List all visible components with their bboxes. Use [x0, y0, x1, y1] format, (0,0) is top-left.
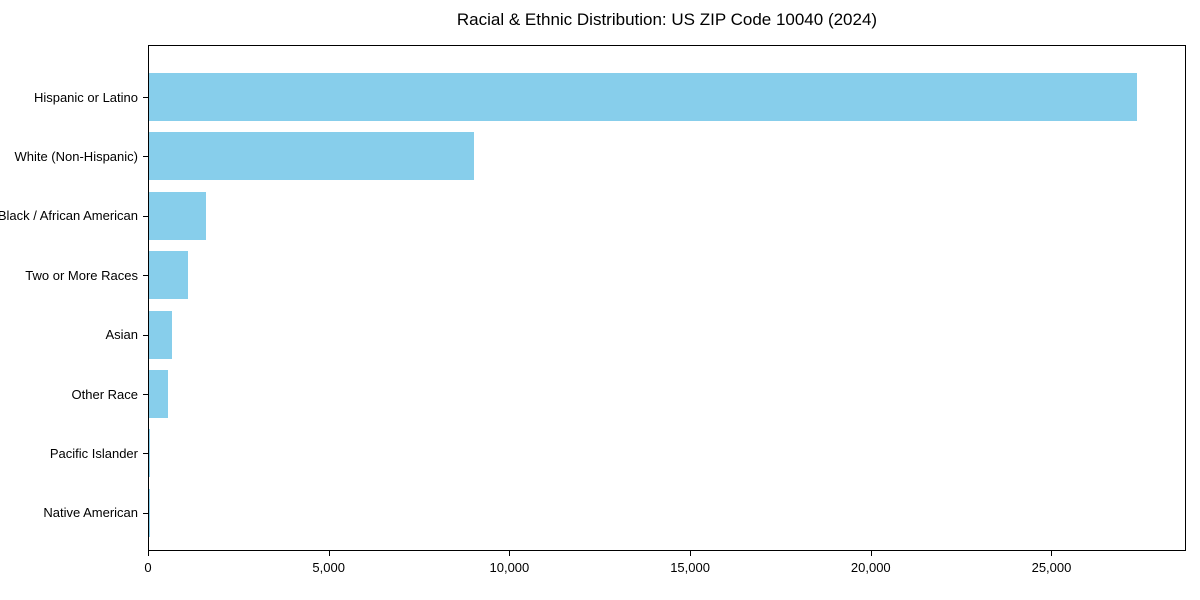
y-tick-label-other-race: Other Race — [71, 386, 138, 402]
x-tick-label-15-000: 15,000 — [670, 560, 710, 575]
x-tick-label-5-000: 5,000 — [312, 560, 345, 575]
bar-two-or-more-races — [149, 251, 189, 300]
x-tick-label-10-000: 10,000 — [489, 560, 530, 575]
y-tick-label-hispanic-or-latino: Hispanic or Latino — [33, 89, 138, 105]
y-tick-label-pacific-islander: Pacific Islander — [49, 445, 138, 461]
y-tick-label-black-african-american: Black / African American — [0, 208, 138, 224]
bar-white-non-hispanic — [149, 132, 475, 181]
chart-title: Racial & Ethnic Distribution: US ZIP Cod… — [456, 10, 878, 29]
bar-asian — [149, 310, 173, 359]
x-tick-mark — [148, 551, 149, 556]
x-tick-label-0: 0 — [144, 560, 152, 575]
plot-area — [148, 45, 1186, 551]
x-tick-label-25-000: 25,000 — [1031, 560, 1072, 575]
bar-black-african-american — [149, 191, 206, 240]
y-tick-mark — [143, 394, 148, 395]
y-tick-mark — [143, 275, 148, 277]
x-tick-mark — [328, 551, 330, 556]
y-tick-mark — [143, 334, 148, 336]
x-tick-mark — [870, 551, 872, 556]
x-tick-label-20-000: 20,000 — [850, 560, 891, 575]
y-tick-label-native-american: Native American — [43, 505, 138, 521]
y-tick-mark — [143, 156, 148, 158]
x-tick-mark — [690, 551, 692, 556]
y-tick-label-two-or-more-races: Two or More Races — [25, 267, 138, 283]
bar-other-race — [149, 370, 169, 418]
y-tick-mark — [143, 512, 148, 514]
y-tick-label-asian: Asian — [105, 327, 138, 343]
bar-hispanic-or-latino — [149, 73, 1138, 121]
x-tick-mark — [1051, 551, 1053, 556]
y-tick-label-white-non-hispanic: White (Non-Hispanic) — [14, 148, 138, 164]
y-tick-mark — [143, 215, 148, 217]
y-tick-mark — [143, 453, 148, 455]
bar-pacific-islander — [149, 429, 150, 478]
x-tick-mark — [509, 551, 511, 556]
y-tick-mark — [143, 97, 148, 98]
